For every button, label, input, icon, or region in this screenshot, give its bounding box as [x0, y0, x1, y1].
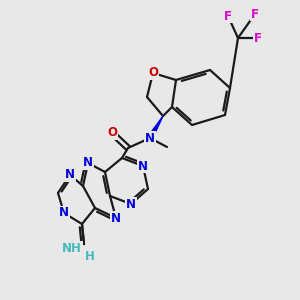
Polygon shape — [148, 116, 163, 139]
Text: F: F — [224, 10, 232, 22]
Text: F: F — [251, 8, 259, 20]
Text: N: N — [126, 197, 136, 211]
Text: N: N — [111, 212, 121, 224]
Text: H: H — [85, 250, 95, 262]
Text: N: N — [138, 160, 148, 172]
Text: N: N — [59, 206, 69, 220]
Text: O: O — [107, 127, 117, 140]
Text: O: O — [148, 67, 158, 80]
Text: F: F — [254, 32, 262, 44]
Text: =: = — [72, 247, 80, 257]
Text: N: N — [145, 131, 155, 145]
Text: NH: NH — [62, 242, 82, 254]
Text: N: N — [83, 157, 93, 169]
Text: N: N — [65, 169, 75, 182]
